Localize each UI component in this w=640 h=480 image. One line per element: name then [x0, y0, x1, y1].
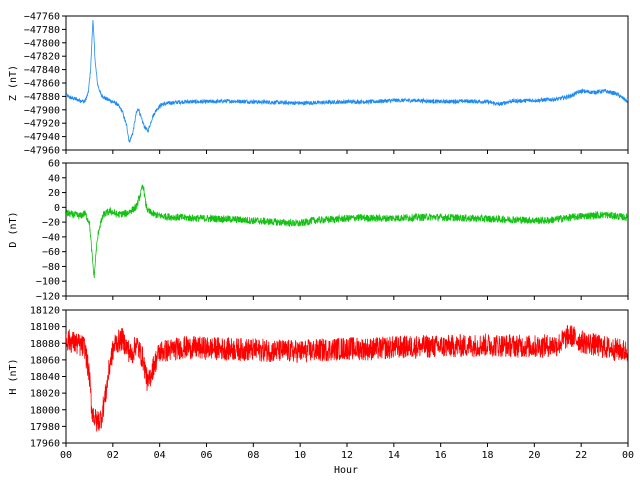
d-y-tick-label: 20 — [48, 188, 60, 199]
x-tick-label: 02 — [107, 450, 119, 461]
h-y-tick-label: 17960 — [30, 439, 60, 450]
h-y-axis-label: H (nT) — [8, 358, 19, 394]
d-y-tick-label: −60 — [42, 247, 60, 258]
d-y-tick-label: −80 — [42, 262, 60, 273]
h-y-tick-label: 17980 — [30, 422, 60, 433]
x-tick-label: 00 — [60, 450, 72, 461]
z-y-tick-label: −47960 — [24, 146, 60, 157]
h-y-tick-label: 18100 — [30, 322, 60, 333]
x-tick-label: 18 — [481, 450, 493, 461]
h-component-panel: 1796017980180001802018040180601808018100… — [8, 306, 634, 462]
z-y-tick-label: −47820 — [24, 52, 60, 63]
x-axis-label: Hour — [334, 465, 358, 476]
d-y-tick-label: −100 — [36, 277, 60, 288]
x-tick-label: 16 — [435, 450, 447, 461]
d-y-tick-label: 40 — [48, 173, 60, 184]
d-y-tick-label: 0 — [54, 203, 60, 214]
x-tick-label: 22 — [575, 450, 587, 461]
h-y-tick-label: 18020 — [30, 389, 60, 400]
d-y-axis-label: D (nT) — [8, 211, 19, 247]
x-tick-label: 04 — [154, 450, 166, 461]
h-y-tick-label: 18080 — [30, 339, 60, 350]
d-y-tick-label: −40 — [42, 232, 60, 243]
x-tick-label: 06 — [200, 450, 212, 461]
h-y-tick-label: 18060 — [30, 355, 60, 366]
z-y-tick-label: −47880 — [24, 92, 60, 103]
z-y-tick-label: −47860 — [24, 79, 60, 90]
d-y-tick-label: −120 — [36, 292, 60, 303]
h-y-tick-label: 18040 — [30, 372, 60, 383]
z-component-panel: −47960 −47940 −47920 −47900 −47880 −47860 −478… — [8, 12, 629, 157]
x-tick-label: 10 — [294, 450, 306, 461]
d-y-tick-label: 60 — [48, 159, 60, 170]
z-y-tick-label: −47840 — [24, 65, 60, 76]
z-y-axis-label: Z (nT) — [8, 65, 19, 101]
h-y-tick-label: 18000 — [30, 405, 60, 416]
z-y-tick-label: −47940 — [24, 132, 60, 143]
d-series-line — [66, 184, 628, 279]
z-y-tick-label: −47920 — [24, 119, 60, 130]
h-series-line — [66, 325, 628, 432]
d-plot-frame — [65, 162, 629, 297]
z-y-tick-label: −47760 — [24, 12, 60, 23]
d-component-panel: −120 −100 −80 −60 −40 −20 0 20 40 60 D (nT) — [8, 159, 629, 303]
x-tick-label: 14 — [388, 450, 400, 461]
d-y-tick-label: −20 — [42, 218, 60, 229]
x-tick-label: 12 — [341, 450, 353, 461]
z-y-tick-label: −47800 — [24, 38, 60, 49]
x-tick-label: 08 — [247, 450, 259, 461]
z-y-tick-label: −47900 — [24, 105, 60, 116]
z-plot-frame — [65, 15, 629, 151]
z-series-line — [66, 20, 628, 143]
x-tick-label: 00 — [622, 450, 634, 461]
z-y-tick-label: −47780 — [24, 25, 60, 36]
x-tick-label: 20 — [528, 450, 540, 461]
h-y-tick-label: 18120 — [30, 306, 60, 317]
